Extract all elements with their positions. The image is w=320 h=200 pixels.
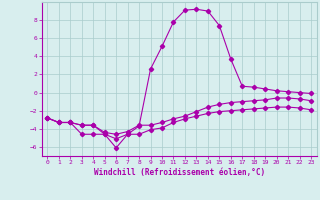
X-axis label: Windchill (Refroidissement éolien,°C): Windchill (Refroidissement éolien,°C)	[94, 168, 265, 177]
